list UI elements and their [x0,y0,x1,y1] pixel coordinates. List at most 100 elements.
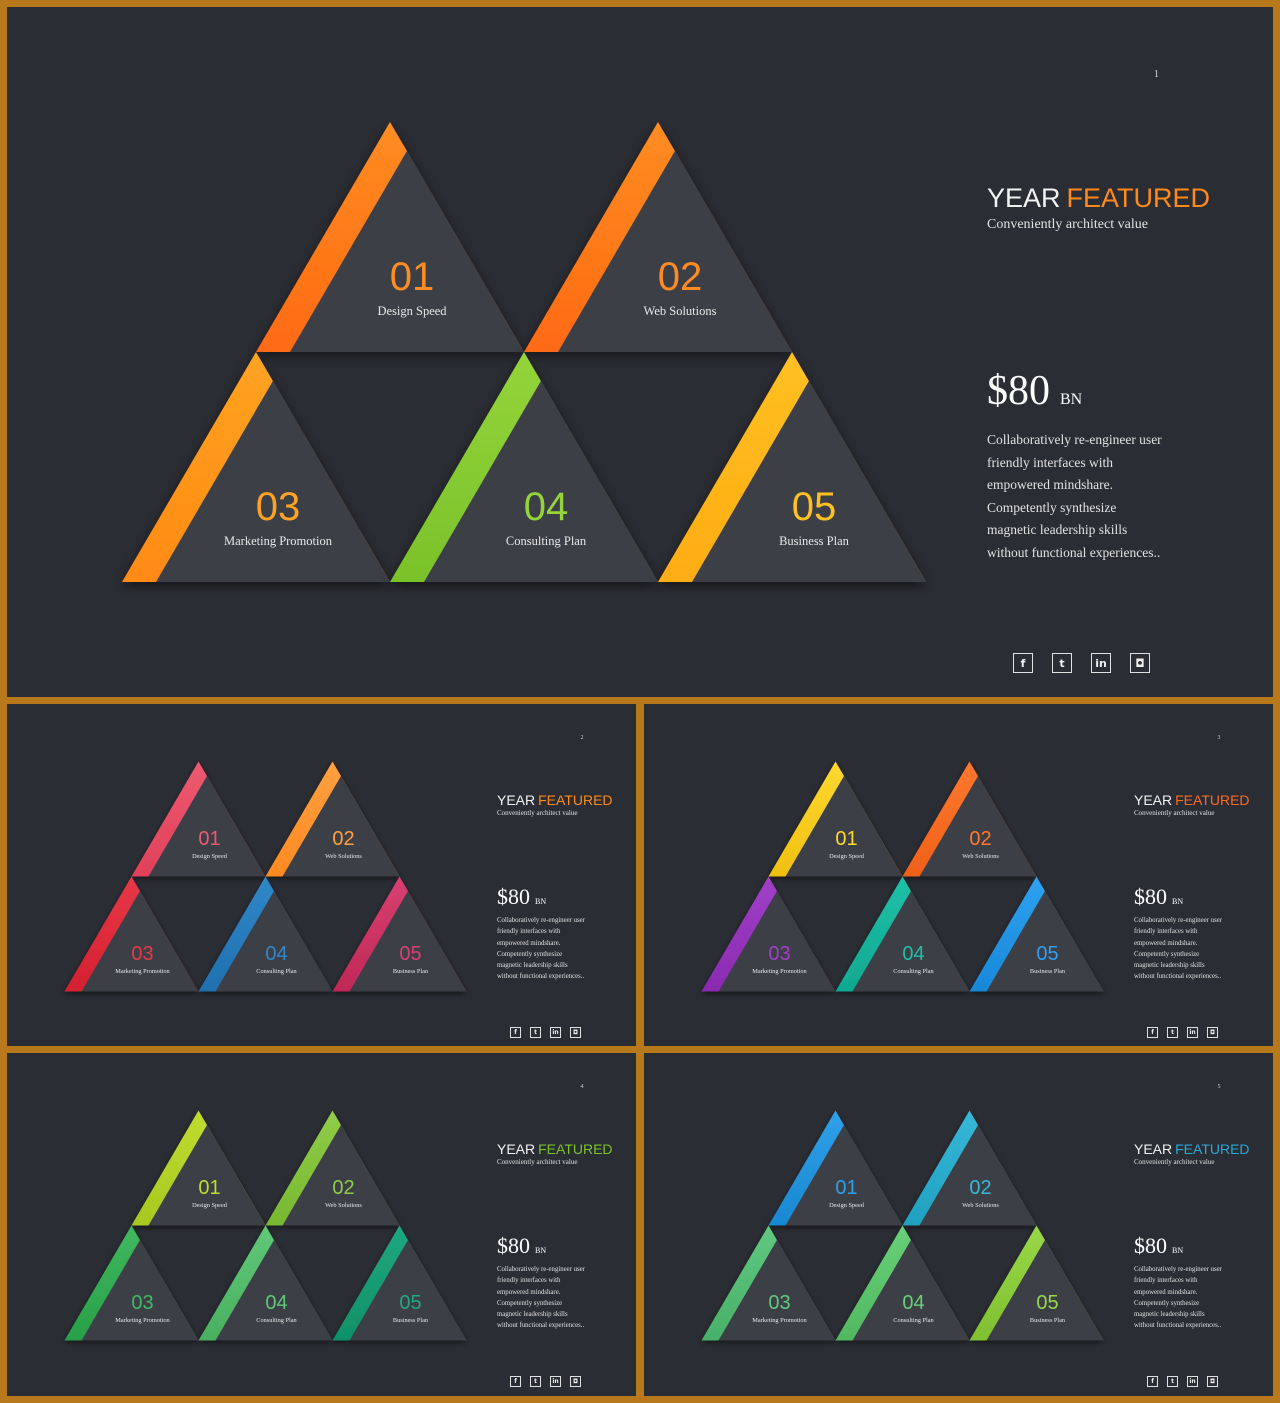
step-number: 04 [902,1292,925,1314]
slide-heading: YEAR FEATURED [1134,1141,1250,1157]
heading-year: YEAR [987,183,1061,213]
triangle-face [215,890,333,992]
step-label: Design Speed [192,852,227,860]
step-number: 01 [835,1177,858,1199]
price-unit: BN [535,1246,547,1255]
price-figure: $80 BN [987,367,1082,415]
description-text: Collaboratively re-engineer user friendl… [987,432,1162,560]
twitter-icon[interactable]: t [1167,1376,1178,1387]
price-unit: BN [1172,1246,1184,1255]
triangle-face [852,1239,970,1341]
slide-2[interactable]: 2 01 Design Speed 02 Web Solutions 03 Marketin… [7,704,636,1046]
triangle-face [148,1124,266,1226]
triangle-face [986,1239,1104,1341]
step-number: 05 [399,943,422,965]
triangle-04 [198,876,333,992]
linkedin-icon[interactable]: in [550,1376,561,1387]
step-label: Web Solutions [962,1201,999,1209]
page-number: 5 [1217,1084,1221,1090]
twitter-icon[interactable]: t [1052,653,1072,673]
step-label: Design Speed [829,852,864,860]
price-amount: $80 [1134,1233,1167,1258]
facebook-icon[interactable]: f [510,1027,521,1038]
step-number: 02 [969,1177,992,1199]
step-label: Consulting Plan [505,534,587,548]
slide-subtitle: Conveniently architect value [1134,809,1215,817]
linkedin-icon[interactable]: in [550,1027,561,1038]
triangle-face [785,775,903,877]
page-number: 3 [1217,735,1221,741]
triangle-01 [768,1110,903,1226]
heading-featured: FEATURED [1066,183,1211,213]
heading-featured: FEATURED [538,792,613,808]
twitter-icon[interactable]: t [1167,1027,1178,1038]
linkedin-icon[interactable]: in [1091,653,1111,673]
price-figure: $80 BN [497,1233,546,1259]
linkedin-icon[interactable]: in [1187,1027,1198,1038]
page-number: 1 [1154,69,1159,80]
price-amount: $80 [497,884,530,909]
facebook-icon[interactable]: f [1147,1376,1158,1387]
triangle-02 [902,761,1037,877]
step-label: Business Plan [779,534,849,548]
twitter-icon[interactable]: t [530,1027,541,1038]
slide-heading: YEAR FEATURED [1134,792,1250,808]
instagram-icon[interactable]: ◘ [570,1027,581,1038]
triangle-diagram [64,761,467,992]
step-number: 01 [835,828,858,850]
heading-featured: FEATURED [538,1141,613,1157]
triangle-04 [835,1225,970,1341]
instagram-icon[interactable]: ◘ [1130,653,1150,673]
instagram-icon[interactable]: ◘ [1207,1027,1218,1038]
step-label: Business Plan [392,967,429,975]
linkedin-icon[interactable]: in [1187,1376,1198,1387]
price-amount: $80 [1134,884,1167,909]
slide-heading: YEAR FEATURED [497,792,613,808]
step-number: 05 [1036,1292,1059,1314]
facebook-icon[interactable]: f [1013,653,1033,673]
slide-5[interactable]: 5 01 Design Speed 02 Web Solutions 03 Marketin… [644,1053,1273,1396]
slide-heading: YEAR FEATURED [497,1141,613,1157]
step-label: Web Solutions [325,852,362,860]
triangle-03 [701,1225,836,1341]
step-label: Consulting Plan [256,967,297,975]
triangle-face [215,1239,333,1341]
twitter-icon[interactable]: t [530,1376,541,1387]
triangle-face [718,1239,836,1341]
step-label: Business Plan [1029,1316,1066,1324]
triangle-face [558,150,792,352]
heading-year: YEAR [497,1141,536,1157]
step-number: 01 [389,255,435,299]
heading-year: YEAR [1134,792,1173,808]
slide-4[interactable]: 4 01 Design Speed 02 Web Solutions 03 Marketin… [7,1053,636,1396]
triangle-02 [265,1110,400,1226]
triangle-face [156,380,390,582]
price-figure: $80 BN [1134,884,1183,910]
step-label: Design Speed [192,1201,227,1209]
step-number: 05 [791,485,837,529]
description-text: Collaboratively re-engineer user friendl… [1134,917,1222,981]
triangle-face [81,1239,199,1341]
step-number: 04 [265,943,288,965]
facebook-icon[interactable]: f [1147,1027,1158,1038]
price-figure: $80 BN [1134,1233,1183,1259]
triangle-03 [64,876,199,992]
triangle-face [148,775,266,877]
social-icons: f t in ◘ [510,1027,581,1038]
description-text: Collaboratively re-engineer user friendl… [497,1266,585,1330]
facebook-icon[interactable]: f [510,1376,521,1387]
price-unit: BN [535,897,547,906]
triangle-03 [64,1225,199,1341]
step-label: Business Plan [1029,967,1066,975]
triangle-05 [332,876,467,992]
heading-year: YEAR [497,792,536,808]
instagram-icon[interactable]: ◘ [1207,1376,1218,1387]
slide-3[interactable]: 3 01 Design Speed 02 Web Solutions 03 Marketin… [644,704,1273,1046]
instagram-icon[interactable]: ◘ [570,1376,581,1387]
step-number: 02 [657,255,703,299]
step-number: 03 [131,943,154,965]
slide-1[interactable]: 1 01 Design Speed 02 Web Solutions 03 Marketin… [7,7,1273,697]
social-icons: f t in ◘ [1147,1376,1218,1387]
triangle-04 [390,352,658,582]
page-number: 2 [580,735,584,741]
